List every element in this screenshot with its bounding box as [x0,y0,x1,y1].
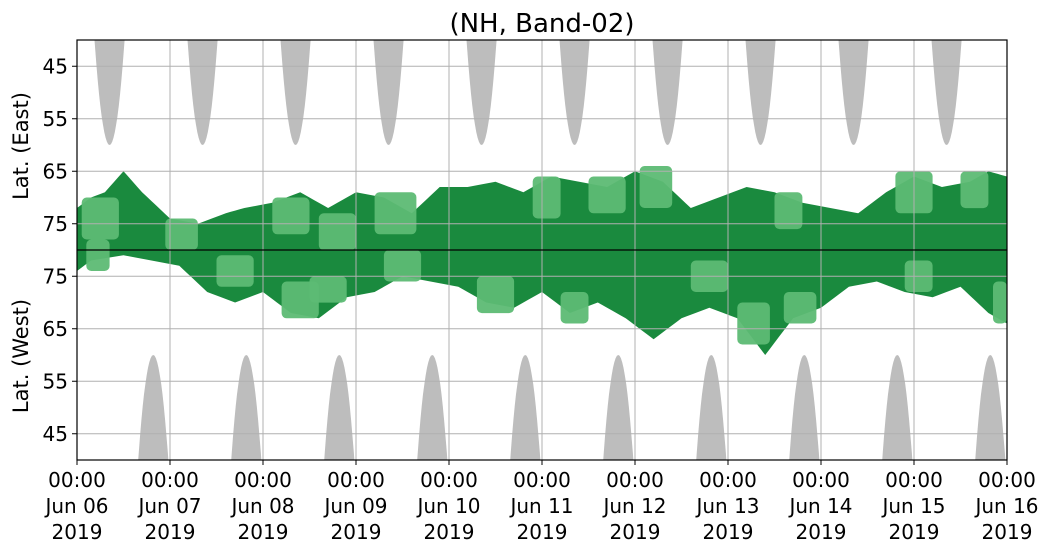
activity-patch-east [81,197,119,240]
no-data-lobe-east [280,40,311,145]
y-tick-label-west: 75 [43,264,68,288]
no-data-lobe-west [138,355,169,460]
plot-area [77,40,1007,460]
x-tick-label-date: Jun 08 [229,494,294,518]
x-tick-label-time: 00:00 [48,468,106,492]
x-tick-label: 00:00 Jun 06 2019 [43,468,108,544]
y-tick-label-west: 45 [43,422,68,446]
y-axis-ticks: 45 55 65 75 75 65 55 45 [43,54,77,446]
no-data-lobe-east [466,40,497,145]
x-tick-label-date: Jun 12 [601,494,666,518]
x-tick-label-year: 2019 [331,520,382,544]
x-tick-label-year: 2019 [424,520,475,544]
no-data-lobe-west [603,355,634,460]
activity-patch-west [216,255,254,287]
x-tick-label-date: Jun 07 [136,494,201,518]
x-tick-label-date: Jun 14 [787,494,852,518]
x-tick-label: 00:00 Jun 11 2019 [508,468,573,544]
no-data-lobe-east [652,40,683,145]
activity-patch-west [476,276,515,314]
no-data-lobe-east [373,40,404,145]
y-tick-label-east: 75 [43,212,68,236]
x-tick-label: 00:00 Jun 07 2019 [136,468,201,544]
activity-patch-east [960,171,989,209]
x-tick-label-date: Jun 09 [322,494,387,518]
no-data-lobe-west [789,355,820,460]
x-tick-label: 00:00 Jun 12 2019 [601,468,666,544]
y-tick-label-east: 45 [43,54,68,78]
x-tick-label-date: Jun 13 [694,494,759,518]
x-tick-label: 00:00 Jun 16 2019 [973,468,1038,544]
no-data-lobe-east [838,40,869,145]
activity-patch-east [532,176,561,219]
y-axis-label-west: Lat. (West) [9,299,33,413]
no-data-lobe-west [231,355,262,460]
activity-patch-east [165,218,198,250]
no-data-lobe-west [696,355,727,460]
activity-patch-east [374,192,417,235]
no-data-lobe-west [417,355,448,460]
activity-patch-west [737,302,770,345]
x-tick-label-year: 2019 [703,520,754,544]
activity-patch-west [86,239,110,271]
x-tick-label-time: 00:00 [420,468,478,492]
x-tick-label-time: 00:00 [606,468,664,492]
x-tick-label-time: 00:00 [978,468,1036,492]
x-tick-label-year: 2019 [982,520,1033,544]
activity-patch-west [993,281,1007,324]
no-data-lobe-west [975,355,1006,460]
x-tick-label-time: 00:00 [699,468,757,492]
activity-patch-east [588,176,626,214]
x-tick-label: 00:00 Jun 13 2019 [694,468,759,544]
x-tick-label-date: Jun 11 [508,494,573,518]
x-tick-label: 00:00 Jun 08 2019 [229,468,294,544]
no-data-lobe-east [94,40,125,145]
y-tick-label-east: 55 [43,107,68,131]
y-tick-label-west: 65 [43,317,68,341]
no-data-lobe-east [187,40,218,145]
no-data-lobe-east [745,40,776,145]
x-tick-label-year: 2019 [796,520,847,544]
no-data-lobe-east [559,40,590,145]
y-tick-label-east: 65 [43,159,68,183]
x-tick-label-year: 2019 [238,520,289,544]
x-tick-label-year: 2019 [610,520,661,544]
x-tick-label-time: 00:00 [141,468,199,492]
x-tick-label-year: 2019 [889,520,940,544]
no-data-lobe-east [931,40,962,145]
activity-patch-east [774,192,803,230]
y-tick-label-west: 55 [43,369,68,393]
no-data-lobe-west [882,355,913,460]
x-tick-label-time: 00:00 [885,468,943,492]
activity-patch-west [560,292,589,324]
activity-patch-west [309,276,347,303]
chart-title: (NH, Band-02) [449,9,634,39]
activity-patch-west [383,250,422,282]
x-tick-label-date: Jun 10 [415,494,480,518]
activity-patch-east [639,166,673,208]
x-tick-label-year: 2019 [52,520,103,544]
x-tick-label-time: 00:00 [792,468,850,492]
x-tick-label-date: Jun 16 [973,494,1038,518]
activity-patch-east [318,213,356,251]
x-tick-label: 00:00 Jun 15 2019 [880,468,945,544]
x-tick-label-time: 00:00 [513,468,571,492]
x-tick-label: 00:00 Jun 10 2019 [415,468,480,544]
x-tick-label: 00:00 Jun 09 2019 [322,468,387,544]
no-data-lobe-west [510,355,541,460]
activity-patch-west [783,292,817,324]
x-tick-label-time: 00:00 [327,468,385,492]
x-tick-label-year: 2019 [517,520,568,544]
x-tick-label-time: 00:00 [234,468,292,492]
x-tick-label: 00:00 Jun 14 2019 [787,468,852,544]
x-tick-label-year: 2019 [145,520,196,544]
activity-patch-east [272,197,310,235]
y-axis-label-east: Lat. (East) [9,92,33,200]
x-tick-label-date: Jun 15 [880,494,945,518]
no-data-lobe-west [324,355,355,460]
x-tick-label-date: Jun 06 [43,494,108,518]
